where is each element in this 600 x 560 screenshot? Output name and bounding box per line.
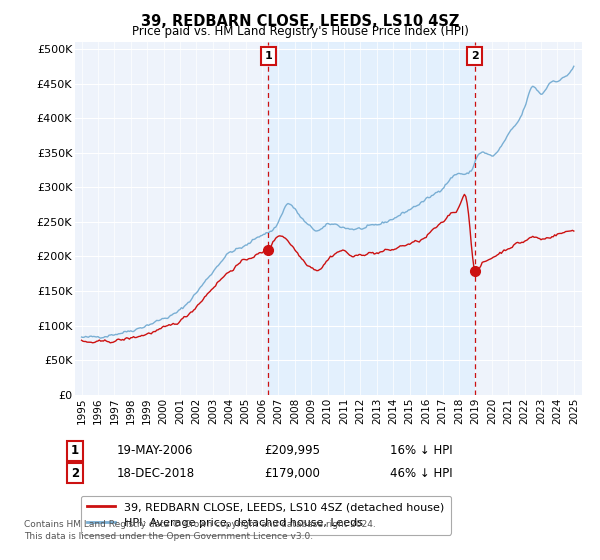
Text: 39, REDBARN CLOSE, LEEDS, LS10 4SZ: 39, REDBARN CLOSE, LEEDS, LS10 4SZ — [141, 14, 459, 29]
Text: Contains HM Land Registry data © Crown copyright and database right 2024.
This d: Contains HM Land Registry data © Crown c… — [24, 520, 376, 541]
Text: 1: 1 — [71, 444, 79, 458]
Text: 1: 1 — [265, 51, 272, 61]
Text: 19-MAY-2006: 19-MAY-2006 — [117, 444, 193, 458]
Text: £209,995: £209,995 — [264, 444, 320, 458]
Bar — [268, 42, 475, 395]
Text: £179,000: £179,000 — [264, 466, 320, 480]
Text: Price paid vs. HM Land Registry's House Price Index (HPI): Price paid vs. HM Land Registry's House … — [131, 25, 469, 38]
Text: 46% ↓ HPI: 46% ↓ HPI — [390, 466, 452, 480]
Text: 2: 2 — [71, 466, 79, 480]
Text: 16% ↓ HPI: 16% ↓ HPI — [390, 444, 452, 458]
Text: 18-DEC-2018: 18-DEC-2018 — [117, 466, 195, 480]
Text: 2: 2 — [471, 51, 479, 61]
Legend: 39, REDBARN CLOSE, LEEDS, LS10 4SZ (detached house), HPI: Average price, detache: 39, REDBARN CLOSE, LEEDS, LS10 4SZ (deta… — [80, 496, 451, 534]
